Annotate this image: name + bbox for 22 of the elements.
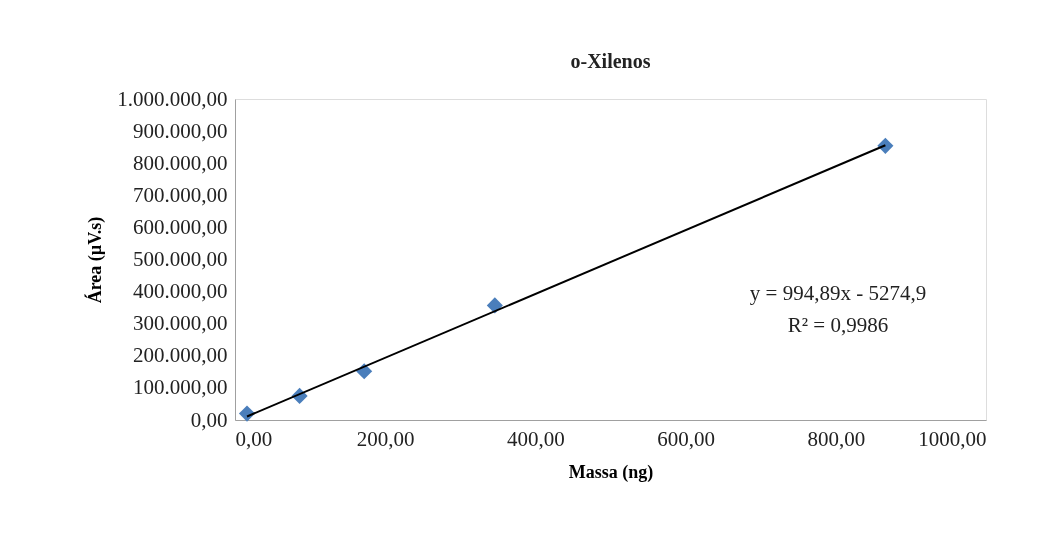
x-tick-label: 0,00 [235, 426, 273, 451]
y-tick-label: 0,00 [190, 407, 228, 432]
y-tick-label: 800.000,00 [133, 150, 228, 175]
chart-title: o-Xilenos [570, 50, 651, 72]
annotation: R² = 0,9986 [787, 313, 889, 337]
y-tick-label: 600.000,00 [133, 214, 228, 239]
annotation: y = 994,89x - 5274,9 [749, 281, 927, 305]
y-tick-label: 500.000,00 [133, 247, 228, 271]
y-tick-label: 1.000.000,00 [117, 86, 228, 111]
x-tick-label: 800,00 [807, 426, 866, 451]
y-tick-label: 100.000,00 [133, 375, 228, 400]
x-tick-label: 400,00 [507, 426, 565, 451]
x-tick-label: 600,00 [657, 426, 715, 451]
y-tick-label: 300.000,00 [133, 311, 228, 336]
y-tick-label: 900.000,00 [133, 118, 228, 143]
y-tick-label: 200.000,00 [133, 343, 228, 368]
y-tick-label: 700.000,00 [133, 182, 228, 207]
x-tick-label: 1000,00 [918, 426, 987, 451]
x-tick-label: 200,00 [356, 426, 415, 451]
x-axis-title: Massa (ng) [568, 461, 654, 483]
y-axis-title: Área (µV.s) [84, 216, 107, 304]
y-tick-label: 400.000,00 [133, 279, 228, 304]
